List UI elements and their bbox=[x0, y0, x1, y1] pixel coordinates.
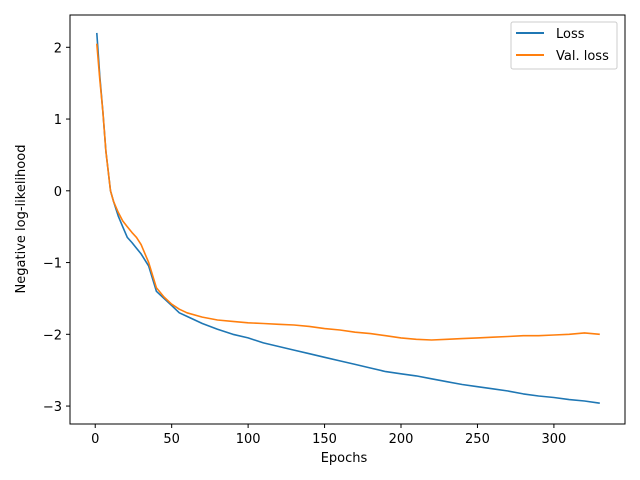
y-tick-label: −2 bbox=[43, 328, 62, 343]
x-tick-label: 150 bbox=[312, 432, 337, 447]
y-tick-label: 0 bbox=[54, 185, 62, 200]
x-tick-label: 50 bbox=[163, 432, 180, 447]
y-tick-label: −3 bbox=[43, 400, 62, 415]
y-axis-label: Negative log-likelihood bbox=[14, 145, 29, 294]
y-tick-label: 1 bbox=[54, 113, 62, 128]
legend: Loss Val. loss bbox=[510, 21, 618, 70]
series-line-val-loss bbox=[96, 43, 600, 341]
legend-label-loss: Loss bbox=[556, 27, 585, 42]
x-tick-label: 100 bbox=[236, 432, 261, 447]
series-line-loss bbox=[96, 32, 600, 404]
legend-label-val-loss: Val. loss bbox=[556, 49, 609, 64]
x-axis-ticks: 0 50 100 150 200 250 300 bbox=[91, 424, 566, 447]
y-tick-label: −1 bbox=[43, 257, 62, 272]
x-tick-label: 250 bbox=[465, 432, 490, 447]
x-axis-label: Epochs bbox=[321, 451, 368, 466]
y-axis-ticks: −3 −2 −1 0 1 2 bbox=[43, 41, 70, 415]
x-tick-label: 200 bbox=[389, 432, 414, 447]
x-tick-label: 0 bbox=[91, 432, 99, 447]
series-layer bbox=[96, 32, 600, 404]
y-tick-label: 2 bbox=[54, 41, 62, 56]
plot-frame bbox=[69, 14, 626, 425]
x-tick-label: 300 bbox=[541, 432, 566, 447]
